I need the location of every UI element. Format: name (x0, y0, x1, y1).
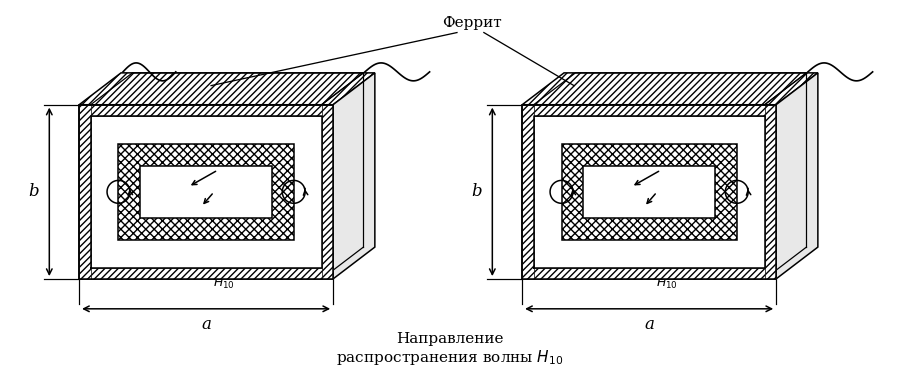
Text: H: H (319, 181, 331, 195)
Bar (119, 144, 294, 240)
Polygon shape (776, 73, 818, 279)
Bar (141, 166, 272, 218)
Polygon shape (79, 73, 375, 105)
Bar (522, 105, 776, 279)
Bar (79, 105, 333, 279)
Bar (583, 166, 715, 218)
Text: a: a (644, 316, 654, 333)
Polygon shape (333, 73, 375, 279)
Text: b: b (28, 184, 39, 200)
Text: распространения волны $H_{10}$: распространения волны $H_{10}$ (336, 347, 563, 367)
Text: a: a (201, 316, 211, 333)
Bar (522, 105, 533, 279)
Text: H: H (524, 181, 536, 195)
Polygon shape (522, 73, 818, 105)
Bar (561, 144, 736, 240)
Bar (765, 105, 776, 279)
Text: b: b (471, 184, 482, 200)
Bar (522, 268, 776, 279)
Text: $H_{10}$: $H_{10}$ (213, 276, 235, 291)
Text: Направление: Направление (396, 332, 503, 346)
Text: Феррит: Феррит (442, 16, 502, 30)
Bar (522, 105, 776, 116)
Bar (79, 268, 333, 279)
Bar (79, 105, 333, 279)
Text: H: H (762, 181, 775, 195)
Bar (79, 105, 333, 116)
Text: $H_{10}$: $H_{10}$ (656, 276, 678, 291)
Bar (79, 105, 91, 279)
Bar (322, 105, 333, 279)
Bar (522, 105, 776, 279)
Text: H: H (81, 181, 93, 195)
